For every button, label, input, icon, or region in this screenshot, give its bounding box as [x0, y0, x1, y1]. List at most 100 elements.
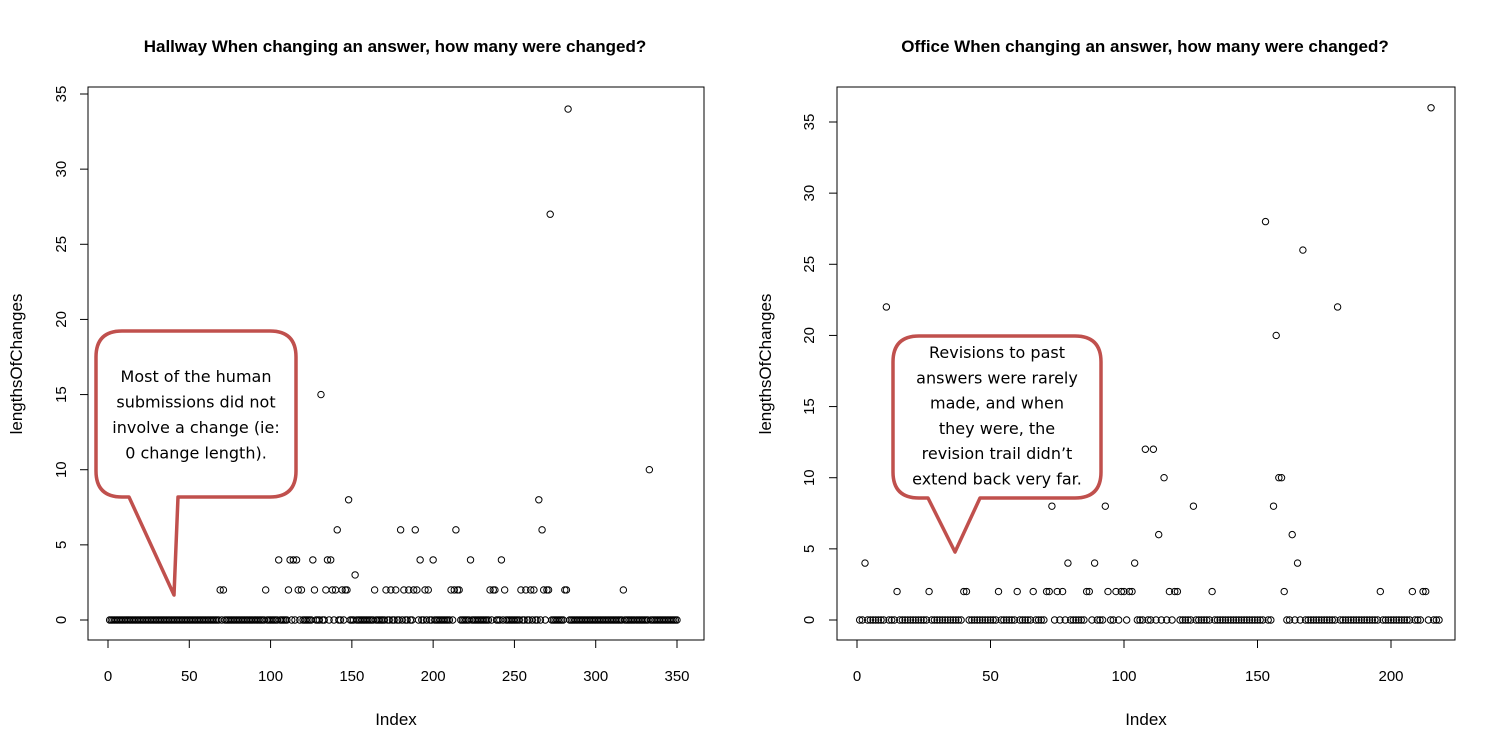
- data-point: [322, 586, 330, 594]
- data-point: [1277, 474, 1286, 482]
- data-point: [901, 616, 909, 624]
- x-axis-label: Index: [375, 710, 417, 729]
- data-point: [917, 616, 925, 624]
- x-tick-label: 150: [339, 668, 364, 685]
- data-point: [515, 616, 524, 624]
- data-point: [1312, 616, 1320, 624]
- data-point: [310, 586, 319, 594]
- data-point: [421, 586, 429, 594]
- data-point: [1163, 616, 1171, 624]
- data-point: [1320, 616, 1328, 624]
- data-point: [1414, 616, 1422, 624]
- data-point: [992, 616, 1000, 624]
- data-point: [1013, 587, 1021, 596]
- data-point: [261, 586, 270, 594]
- data-point: [1384, 616, 1393, 624]
- annotation-line: Most of the human: [121, 367, 272, 386]
- data-point: [909, 616, 917, 624]
- data-point: [981, 616, 989, 624]
- data-point: [1435, 616, 1443, 624]
- data-point: [1197, 616, 1206, 624]
- data-point: [1328, 616, 1336, 624]
- data-point: [1064, 559, 1072, 567]
- data-point: [216, 586, 224, 594]
- data-point: [1088, 616, 1096, 624]
- annotation-line: submissions did not: [116, 393, 275, 412]
- data-point: [291, 616, 299, 624]
- data-point: [284, 586, 293, 594]
- annotation-line: involve a change (ie:: [112, 418, 279, 437]
- x-tick-label: 100: [1111, 668, 1136, 685]
- data-point: [989, 616, 997, 624]
- data-point: [1069, 616, 1077, 624]
- y-tick-label: 30: [53, 161, 70, 178]
- data-point: [1032, 616, 1040, 624]
- data-point: [1253, 616, 1262, 624]
- data-point: [976, 616, 984, 624]
- annotation-line: 0 change length).: [125, 444, 267, 463]
- data-point: [1157, 616, 1166, 624]
- annotation-line: answers were rarely: [916, 368, 1078, 387]
- y-tick-label: 15: [53, 386, 70, 403]
- data-point: [1085, 587, 1093, 596]
- data-point: [933, 616, 941, 624]
- data-point: [986, 616, 995, 624]
- data-point: [351, 571, 359, 579]
- data-point: [1288, 530, 1296, 539]
- data-point: [1424, 616, 1433, 624]
- data-point: [392, 586, 400, 594]
- data-point: [315, 616, 324, 624]
- data-point: [1176, 616, 1184, 624]
- data-point: [422, 616, 431, 624]
- y-tick-label: 15: [801, 398, 818, 415]
- data-point: [1422, 587, 1430, 596]
- x-tick-label: 0: [104, 668, 112, 685]
- data-point: [1408, 587, 1417, 596]
- data-point: [858, 616, 867, 624]
- data-point: [1010, 616, 1019, 624]
- data-point: [1232, 616, 1240, 624]
- data-point: [1344, 616, 1352, 624]
- data-point: [1122, 616, 1131, 624]
- y-tick-label: 0: [53, 616, 70, 624]
- data-point: [486, 586, 494, 594]
- data-point: [978, 616, 987, 624]
- data-point: [1219, 616, 1227, 624]
- data-point: [1280, 587, 1288, 596]
- x-tick-label: 200: [1378, 668, 1403, 685]
- data-point: [533, 616, 541, 624]
- x-axis-label: Index: [1125, 710, 1167, 729]
- data-point: [941, 616, 949, 624]
- data-point: [914, 616, 923, 624]
- data-point: [869, 616, 877, 624]
- data-point: [1251, 616, 1259, 624]
- data-point: [452, 526, 460, 534]
- data-point: [1173, 587, 1182, 596]
- y-tick-label: 35: [801, 114, 818, 131]
- data-point: [1096, 616, 1104, 624]
- data-point: [1432, 616, 1441, 624]
- data-point: [1117, 587, 1126, 596]
- data-point: [1331, 616, 1339, 624]
- data-point: [1400, 616, 1409, 624]
- data-point: [1109, 616, 1118, 624]
- data-point: [1050, 616, 1059, 624]
- annotation-text: Most of the human submissions did not invo…: [112, 367, 279, 463]
- data-point: [1216, 616, 1224, 624]
- data-point: [275, 556, 283, 564]
- y-tick-label: 5: [53, 541, 70, 549]
- data-point: [957, 616, 965, 624]
- data-point: [1160, 474, 1168, 482]
- x-tick-label: 0: [853, 668, 861, 685]
- data-point: [1411, 616, 1419, 624]
- data-point: [288, 616, 296, 624]
- data-point: [1104, 587, 1112, 596]
- data-point: [413, 586, 421, 594]
- annotation-callout: [891, 334, 1103, 554]
- y-tick-label: 10: [53, 461, 70, 478]
- data-point: [1101, 502, 1110, 510]
- data-point: [309, 556, 317, 564]
- data-point: [1155, 530, 1163, 539]
- data-point: [922, 616, 931, 624]
